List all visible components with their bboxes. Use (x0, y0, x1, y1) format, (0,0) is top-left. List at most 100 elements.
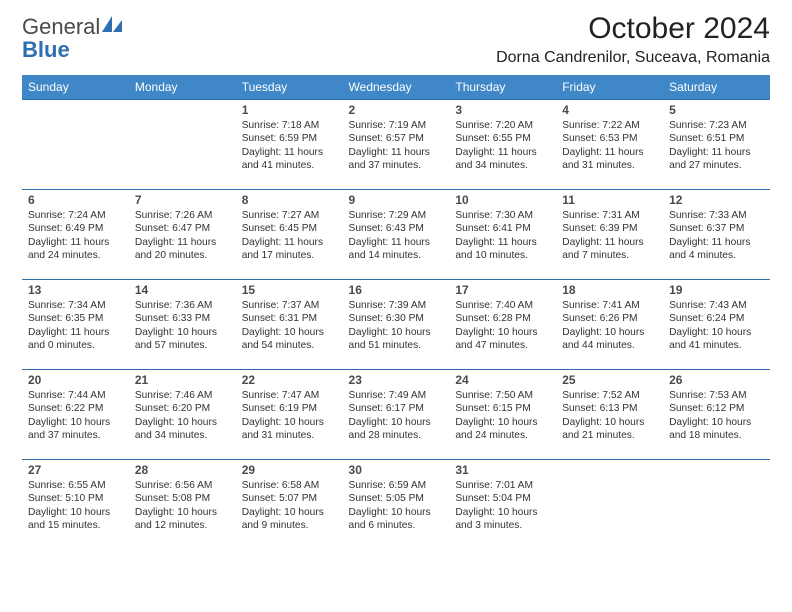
calendar-week-row: 6 Sunrise: 7:24 AMSunset: 6:49 PMDaylight… (22, 190, 770, 280)
title-block: October 2024 Dorna Candrenilor, Suceava,… (496, 12, 770, 67)
day-number: 27 (28, 463, 123, 477)
brand-text: General Blue (22, 16, 124, 62)
day-details: Sunrise: 7:34 AMSunset: 6:35 PMDaylight:… (28, 299, 123, 353)
calendar-day-cell: 8 Sunrise: 7:27 AMSunset: 6:45 PMDaylight… (236, 190, 343, 280)
calendar-day-cell: 24 Sunrise: 7:50 AMSunset: 6:15 PMDayligh… (449, 370, 556, 460)
day-details: Sunrise: 7:18 AMSunset: 6:59 PMDaylight:… (242, 119, 337, 173)
calendar-day-cell: 7 Sunrise: 7:26 AMSunset: 6:47 PMDaylight… (129, 190, 236, 280)
day-number: 20 (28, 373, 123, 387)
calendar-day-cell (556, 460, 663, 550)
day-details: Sunrise: 7:26 AMSunset: 6:47 PMDaylight:… (135, 209, 230, 263)
day-details: Sunrise: 7:31 AMSunset: 6:39 PMDaylight:… (562, 209, 657, 263)
day-details: Sunrise: 7:24 AMSunset: 6:49 PMDaylight:… (28, 209, 123, 263)
calendar-day-cell: 22 Sunrise: 7:47 AMSunset: 6:19 PMDayligh… (236, 370, 343, 460)
day-number: 23 (349, 373, 444, 387)
day-details: Sunrise: 6:56 AMSunset: 5:08 PMDaylight:… (135, 479, 230, 533)
brand-line2: Blue (22, 37, 70, 62)
calendar-day-cell: 28 Sunrise: 6:56 AMSunset: 5:08 PMDayligh… (129, 460, 236, 550)
day-number: 22 (242, 373, 337, 387)
day-details: Sunrise: 7:23 AMSunset: 6:51 PMDaylight:… (669, 119, 764, 173)
sail-icon (102, 16, 124, 39)
calendar-day-cell: 14 Sunrise: 7:36 AMSunset: 6:33 PMDayligh… (129, 280, 236, 370)
calendar-day-cell: 13 Sunrise: 7:34 AMSunset: 6:35 PMDayligh… (22, 280, 129, 370)
calendar-day-cell (129, 100, 236, 190)
day-details: Sunrise: 7:27 AMSunset: 6:45 PMDaylight:… (242, 209, 337, 263)
calendar-day-cell: 18Sunrise: 7:41 AMSunset: 6:26 PMDayligh… (556, 280, 663, 370)
day-number: 1 (242, 103, 337, 117)
calendar-day-cell: 12Sunrise: 7:33 AMSunset: 6:37 PMDayligh… (663, 190, 770, 280)
day-details: Sunrise: 7:49 AMSunset: 6:17 PMDaylight:… (349, 389, 444, 443)
day-details: Sunrise: 7:52 AMSunset: 6:13 PMDaylight:… (562, 389, 657, 443)
day-number: 6 (28, 193, 123, 207)
day-details: Sunrise: 7:37 AMSunset: 6:31 PMDaylight:… (242, 299, 337, 353)
day-number: 4 (562, 103, 657, 117)
dayname-sunday: Sunday (22, 75, 129, 100)
day-details: Sunrise: 7:29 AMSunset: 6:43 PMDaylight:… (349, 209, 444, 263)
calendar-day-cell: 15Sunrise: 7:37 AMSunset: 6:31 PMDayligh… (236, 280, 343, 370)
day-details: Sunrise: 6:58 AMSunset: 5:07 PMDaylight:… (242, 479, 337, 533)
day-number: 16 (349, 283, 444, 297)
day-details: Sunrise: 7:39 AMSunset: 6:30 PMDaylight:… (349, 299, 444, 353)
calendar-day-cell: 6 Sunrise: 7:24 AMSunset: 6:49 PMDaylight… (22, 190, 129, 280)
day-number: 26 (669, 373, 764, 387)
day-details: Sunrise: 7:36 AMSunset: 6:33 PMDaylight:… (135, 299, 230, 353)
day-details: Sunrise: 7:30 AMSunset: 6:41 PMDaylight:… (455, 209, 550, 263)
calendar-day-cell: 27Sunrise: 6:55 AMSunset: 5:10 PMDayligh… (22, 460, 129, 550)
day-details: Sunrise: 7:47 AMSunset: 6:19 PMDaylight:… (242, 389, 337, 443)
day-number: 8 (242, 193, 337, 207)
day-number: 2 (349, 103, 444, 117)
day-details: Sunrise: 7:43 AMSunset: 6:24 PMDaylight:… (669, 299, 764, 353)
day-number: 11 (562, 193, 657, 207)
calendar-day-cell: 25Sunrise: 7:52 AMSunset: 6:13 PMDayligh… (556, 370, 663, 460)
calendar-day-cell: 3 Sunrise: 7:20 AMSunset: 6:55 PMDaylight… (449, 100, 556, 190)
day-number: 5 (669, 103, 764, 117)
calendar-day-cell: 26Sunrise: 7:53 AMSunset: 6:12 PMDayligh… (663, 370, 770, 460)
day-number: 14 (135, 283, 230, 297)
calendar-day-cell: 4 Sunrise: 7:22 AMSunset: 6:53 PMDaylight… (556, 100, 663, 190)
dayname-tuesday: Tuesday (236, 75, 343, 100)
brand-line1: General (22, 14, 100, 39)
day-number: 7 (135, 193, 230, 207)
calendar-day-cell (663, 460, 770, 550)
day-number: 28 (135, 463, 230, 477)
calendar-week-row: 27Sunrise: 6:55 AMSunset: 5:10 PMDayligh… (22, 460, 770, 550)
calendar-week-row: 13 Sunrise: 7:34 AMSunset: 6:35 PMDayligh… (22, 280, 770, 370)
day-number: 13 (28, 283, 123, 297)
day-details: Sunrise: 7:46 AMSunset: 6:20 PMDaylight:… (135, 389, 230, 443)
calendar-body: 1 Sunrise: 7:18 AMSunset: 6:59 PMDaylight… (22, 100, 770, 550)
day-number: 31 (455, 463, 550, 477)
day-number: 29 (242, 463, 337, 477)
day-details: Sunrise: 6:59 AMSunset: 5:05 PMDaylight:… (349, 479, 444, 533)
day-details: Sunrise: 7:41 AMSunset: 6:26 PMDaylight:… (562, 299, 657, 353)
dayname-wednesday: Wednesday (343, 75, 450, 100)
calendar-day-cell: 23 Sunrise: 7:49 AMSunset: 6:17 PMDayligh… (343, 370, 450, 460)
day-number: 19 (669, 283, 764, 297)
day-details: Sunrise: 7:50 AMSunset: 6:15 PMDaylight:… (455, 389, 550, 443)
month-title: October 2024 (496, 12, 770, 46)
calendar-week-row: 20Sunrise: 7:44 AMSunset: 6:22 PMDayligh… (22, 370, 770, 460)
dayname-monday: Monday (129, 75, 236, 100)
calendar-week-row: 1 Sunrise: 7:18 AMSunset: 6:59 PMDaylight… (22, 100, 770, 190)
calendar-header-row: Sunday Monday Tuesday Wednesday Thursday… (22, 75, 770, 100)
calendar-day-cell: 21Sunrise: 7:46 AMSunset: 6:20 PMDayligh… (129, 370, 236, 460)
day-details: Sunrise: 7:22 AMSunset: 6:53 PMDaylight:… (562, 119, 657, 173)
day-details: Sunrise: 7:20 AMSunset: 6:55 PMDaylight:… (455, 119, 550, 173)
day-number: 30 (349, 463, 444, 477)
calendar-table: Sunday Monday Tuesday Wednesday Thursday… (22, 75, 770, 550)
brand-logo: General Blue (22, 12, 124, 62)
dayname-friday: Friday (556, 75, 663, 100)
day-details: Sunrise: 7:19 AMSunset: 6:57 PMDaylight:… (349, 119, 444, 173)
location-text: Dorna Candrenilor, Suceava, Romania (496, 49, 770, 67)
calendar-day-cell: 19 Sunrise: 7:43 AMSunset: 6:24 PMDayligh… (663, 280, 770, 370)
calendar-day-cell: 31 Sunrise: 7:01 AMSunset: 5:04 PMDayligh… (449, 460, 556, 550)
calendar-day-cell: 30 Sunrise: 6:59 AMSunset: 5:05 PMDayligh… (343, 460, 450, 550)
day-number: 24 (455, 373, 550, 387)
page-header: General Blue October 2024 Dorna Candreni… (22, 12, 770, 67)
day-number: 17 (455, 283, 550, 297)
day-details: Sunrise: 7:01 AMSunset: 5:04 PMDaylight:… (455, 479, 550, 533)
calendar-day-cell: 11 Sunrise: 7:31 AMSunset: 6:39 PMDayligh… (556, 190, 663, 280)
calendar-page: General Blue October 2024 Dorna Candreni… (0, 0, 792, 550)
calendar-day-cell (22, 100, 129, 190)
day-number: 10 (455, 193, 550, 207)
day-number: 3 (455, 103, 550, 117)
